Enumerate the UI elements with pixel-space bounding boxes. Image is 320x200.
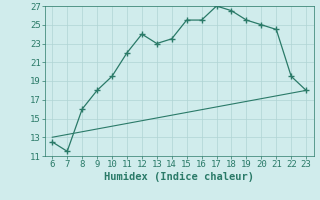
X-axis label: Humidex (Indice chaleur): Humidex (Indice chaleur) bbox=[104, 172, 254, 182]
